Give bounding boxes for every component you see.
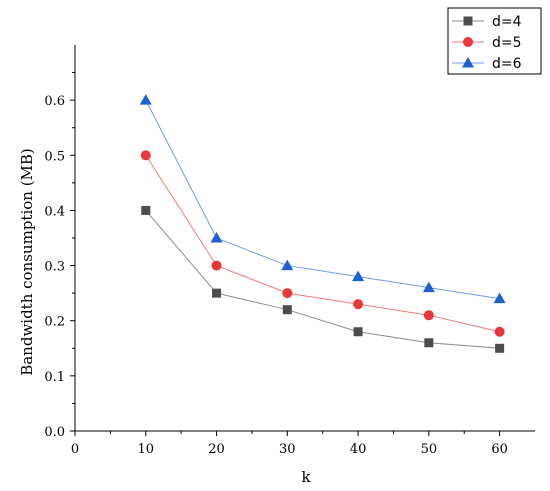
legend-item: d=5 [452,35,522,51]
x-tick-label: 10 [137,442,154,457]
data-point [211,260,222,271]
series-line [145,210,500,349]
data-point [424,338,434,348]
y-tick-label: 0.5 [44,149,65,164]
y-tick-label: 0.3 [44,260,65,275]
data-point [493,292,506,304]
series-d=6 [139,94,506,304]
data-point [495,343,505,353]
legend-label: d=5 [492,35,522,51]
y-axis-title: Bandwidth consumption (MB) [18,148,36,376]
data-point [352,270,365,282]
data-point [282,288,293,299]
y-tick-label: 0.4 [44,204,65,219]
series-d=4 [141,205,505,353]
data-point [210,232,223,243]
data-point [353,327,363,337]
legend-label: d=6 [492,56,522,72]
x-tick-label: 60 [491,442,508,457]
y-tick-label: 0.1 [44,370,65,385]
plot-area [139,94,506,353]
series-line [145,99,500,300]
y-tick-label: 0.6 [44,94,65,109]
legend-label: d=4 [492,14,522,30]
legend: d=4 d=5 d=6 [447,7,542,75]
data-point [423,310,434,321]
y-tick-label: 0.0 [44,425,65,440]
data-point [140,150,151,161]
data-point [353,299,364,310]
y-tick-label: 0.2 [44,315,65,330]
x-tick-label: 0 [71,442,79,457]
data-point [141,205,151,215]
x-tick-label: 50 [421,442,438,457]
data-point [212,288,222,298]
legend-item: d=4 [452,14,522,30]
axes: 0 10 20 30 40 50 60 0.0 0.1 0.2 0.3 0.4 0.5 0.6 [44,45,535,457]
series-line [145,155,500,333]
legend-item: d=6 [452,56,522,72]
x-axis-title: k [301,468,311,486]
x-tick-label: 20 [208,442,225,457]
x-tick-label: 30 [279,442,296,457]
data-point [139,94,152,105]
data-point [281,259,294,271]
data-point [282,305,292,315]
data-point [422,281,435,293]
legend-marker [463,37,473,47]
x-tick-label: 40 [350,442,367,457]
legend-marker [463,16,473,26]
data-point [494,326,505,337]
series-d=5 [140,150,505,337]
legend-marker [462,57,474,68]
